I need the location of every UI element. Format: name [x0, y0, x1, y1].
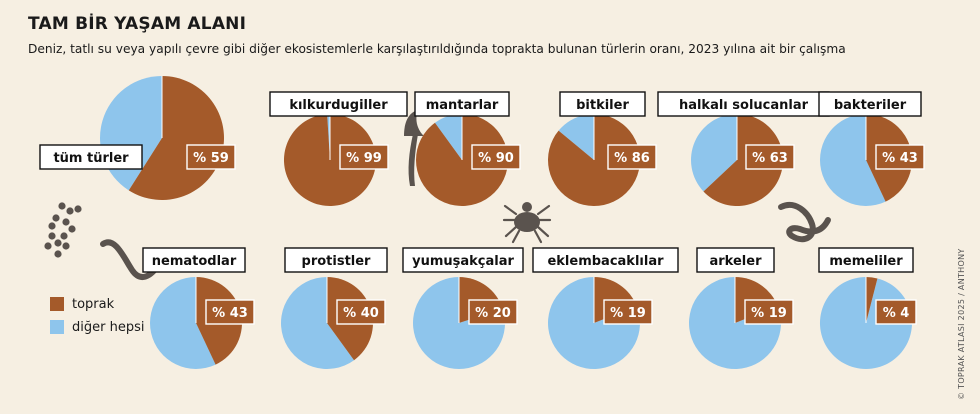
category-label-box [414, 91, 510, 117]
nematode-icon [100, 239, 163, 280]
tick-icon [502, 202, 552, 244]
pie-slice-other-bitkiler [558, 114, 594, 160]
category-label-mantarlar: mantarlar [426, 98, 499, 113]
category-label-eklembacaklilar: eklembacaklılar [547, 254, 664, 269]
legend-label-other: diğer hepsi [72, 319, 145, 335]
category-label-box [532, 247, 679, 273]
value-label-box [471, 144, 521, 170]
pie-bakteriler: bakteriler % 43 [818, 91, 925, 207]
value-label-bakteriler: % 43 [882, 151, 918, 166]
value-label-box [186, 144, 236, 170]
pie-slice-other-bakteriler [819, 114, 886, 207]
category-label-box [39, 144, 143, 170]
pie-eklembacaklilar: eklembacaklılar % 19 [532, 247, 679, 369]
value-label-memeliler: % 4 [883, 306, 910, 321]
value-label-eklembacaklilar: % 19 [610, 306, 646, 321]
pie-tum-turler: tüm türler % 59 [39, 76, 236, 201]
legend-swatch-soil [50, 297, 64, 311]
category-label-box [284, 247, 388, 273]
chart-title: TAM BİR YAŞAM ALANI [28, 14, 247, 34]
category-label-box [142, 247, 246, 273]
pie-slice-other-nematodlar [149, 277, 216, 370]
value-label-box [875, 299, 917, 325]
pie-slice-soil-memeliler [866, 277, 878, 323]
category-label-box [269, 91, 408, 117]
credit-text: © TOPRAK ATLASI 2025 / ANTHONY [957, 248, 966, 400]
value-label-box [745, 144, 795, 170]
value-label-box [607, 144, 657, 170]
category-label-box [818, 247, 914, 273]
pie-arkeler: arkeler % 19 [688, 247, 794, 369]
category-label-yumusakcalar: yumuşakçalar [412, 254, 514, 269]
earthworm-icon [778, 202, 831, 243]
pie-bitkiler: bitkiler % 86 [548, 91, 657, 206]
value-label-tum-turler: % 59 [193, 151, 229, 166]
category-label-protistler: protistler [302, 254, 372, 269]
category-label-nematodlar: nematodlar [152, 254, 237, 269]
bacteria-cluster-icon [44, 202, 82, 258]
category-label-tum-turler: tüm türler [53, 151, 129, 166]
value-label-box [205, 299, 255, 325]
category-label-box [818, 91, 922, 117]
value-label-mantarlar: % 90 [478, 151, 514, 166]
pie-halkali-solucanlar: halkalı solucanlar % 63 [657, 91, 830, 207]
category-label-memeliler: memeliler [829, 254, 903, 269]
category-label-box [402, 247, 524, 273]
pie-slice-other-mantarlar [434, 114, 462, 160]
pie-kilkurdugiller: kılkurdugiller % 99 [269, 91, 408, 207]
value-label-box [875, 144, 925, 170]
pie-yumusakcalar: yumuşakçalar % 20 [402, 247, 524, 369]
category-label-box [559, 91, 646, 117]
legend-item-other: diğer hepsi [50, 318, 144, 336]
value-label-bitkiler: % 86 [614, 151, 650, 166]
chart-subtitle: Deniz, tatlı su veya yapılı çevre gibi d… [28, 42, 846, 56]
value-label-box [744, 299, 794, 325]
legend-label-soil: toprak [72, 296, 115, 312]
legend-swatch-other [50, 320, 64, 334]
category-label-box [657, 91, 830, 117]
pie-slice-other-kilkurdugiller [327, 113, 330, 160]
value-label-box [339, 144, 389, 170]
value-label-box [336, 299, 386, 325]
value-label-nematodlar: % 43 [212, 306, 248, 321]
pie-nematodlar: nematodlar % 43 [142, 247, 255, 370]
value-label-box [468, 299, 518, 325]
value-label-yumusakcalar: % 20 [475, 306, 511, 321]
category-label-bitkiler: bitkiler [576, 98, 629, 113]
category-label-halkali-solucanlar: halkalı solucanlar [679, 98, 809, 113]
value-label-kilkurdugiller: % 99 [346, 151, 382, 166]
value-label-box [603, 299, 653, 325]
legend-item-soil: toprak [50, 295, 114, 313]
pie-slice-other-protistler [280, 277, 355, 369]
pie-mantarlar: mantarlar % 90 [414, 91, 521, 206]
pie-slice-other-halkali-solucanlar [691, 114, 737, 192]
mushroom-icon [404, 110, 424, 186]
category-label-arkeler: arkeler [710, 254, 763, 269]
category-label-kilkurdugiller: kılkurdugiller [289, 98, 388, 113]
value-label-arkeler: % 19 [751, 306, 787, 321]
pie-protistler: protistler % 40 [280, 247, 388, 369]
value-label-protistler: % 40 [343, 306, 379, 321]
category-label-bakteriler: bakteriler [834, 98, 907, 113]
category-label-box [696, 247, 775, 273]
pie-memeliler: memeliler % 4 [818, 247, 917, 369]
value-label-halkali-solucanlar: % 63 [752, 151, 788, 166]
pie-slice-soil-halkali-solucanlar [703, 113, 784, 207]
